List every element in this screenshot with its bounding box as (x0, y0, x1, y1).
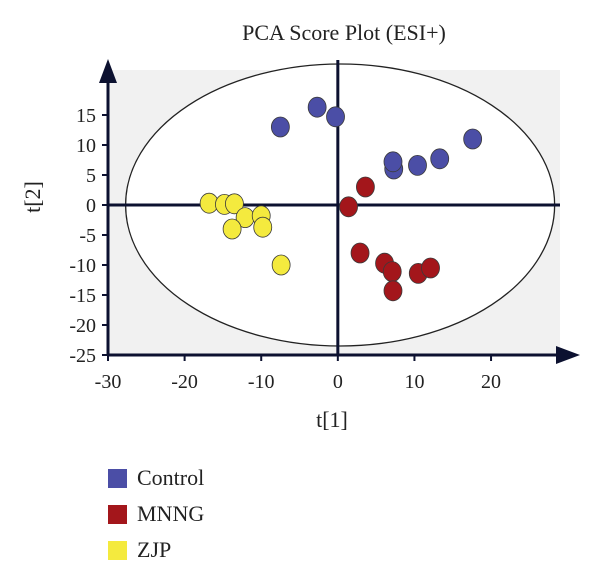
point-control (270, 116, 290, 138)
point-mnng (350, 242, 370, 264)
y-tick-label: 10 (76, 135, 96, 157)
point-control (383, 151, 403, 173)
x-tick-label: 10 (404, 371, 424, 393)
legend-label-mnng: MNNG (137, 501, 205, 526)
point-control (430, 148, 450, 170)
legend-swatch-control (108, 468, 127, 488)
legend-item-mnng: MNNG (108, 496, 204, 532)
x-axis-label: t[1] (316, 407, 348, 432)
legend-item-zjp: ZJP (108, 532, 204, 568)
point-control (326, 106, 345, 128)
point-mnng (356, 176, 375, 198)
legend-swatch-zjp (108, 540, 127, 560)
data-points (199, 96, 483, 302)
legend-label-control: Control (137, 465, 205, 490)
point-zjp (222, 218, 242, 240)
y-tick-label: 5 (86, 165, 96, 187)
x-tick-label: 20 (481, 371, 501, 393)
point-control (463, 128, 483, 150)
y-axis-ticks: 15 10 5 0 -5 -10 -15 -20 -25 (69, 105, 108, 367)
point-zjp (271, 254, 291, 276)
y-tick-label: -15 (69, 285, 96, 307)
chart-title: PCA Score Plot (ESI+) (242, 20, 446, 45)
y-tick-label: -20 (69, 315, 96, 337)
pca-score-plot: PCA Score Plot (ESI+) 151050-5-10-15-20-… (20, 20, 580, 432)
x-axis-ticks: -30 -20 -10 0 20 10 (95, 355, 501, 393)
legend-label-zjp: ZJP (137, 537, 172, 562)
x-tick-label: 0 (333, 371, 343, 393)
point-mnng (383, 280, 403, 302)
y-tick-label: 15 (76, 105, 96, 127)
y-axis-label: t[2] (20, 181, 45, 213)
point-control (307, 96, 327, 118)
y-tick-label: -5 (79, 225, 96, 247)
point-zjp (225, 193, 244, 215)
point-zjp (253, 216, 273, 238)
y-tick-label: 0 (86, 195, 96, 217)
x-tick-label: -30 (95, 371, 122, 393)
x-tick-label: -20 (171, 371, 198, 393)
legend: Control MNNG ZJP (108, 460, 204, 568)
y-axis-arrow-icon (99, 59, 117, 83)
x-tick-label: -10 (248, 371, 275, 393)
legend-swatch-mnng (108, 504, 127, 524)
y-tick-label: -25 (69, 345, 96, 367)
point-mnng (421, 257, 440, 279)
y-tick-label: -10 (69, 255, 96, 277)
point-control (408, 154, 427, 176)
x-axis-arrow-icon (556, 346, 580, 364)
legend-item-control: Control (108, 460, 204, 496)
point-mnng (382, 261, 402, 283)
point-mnng (339, 196, 358, 218)
